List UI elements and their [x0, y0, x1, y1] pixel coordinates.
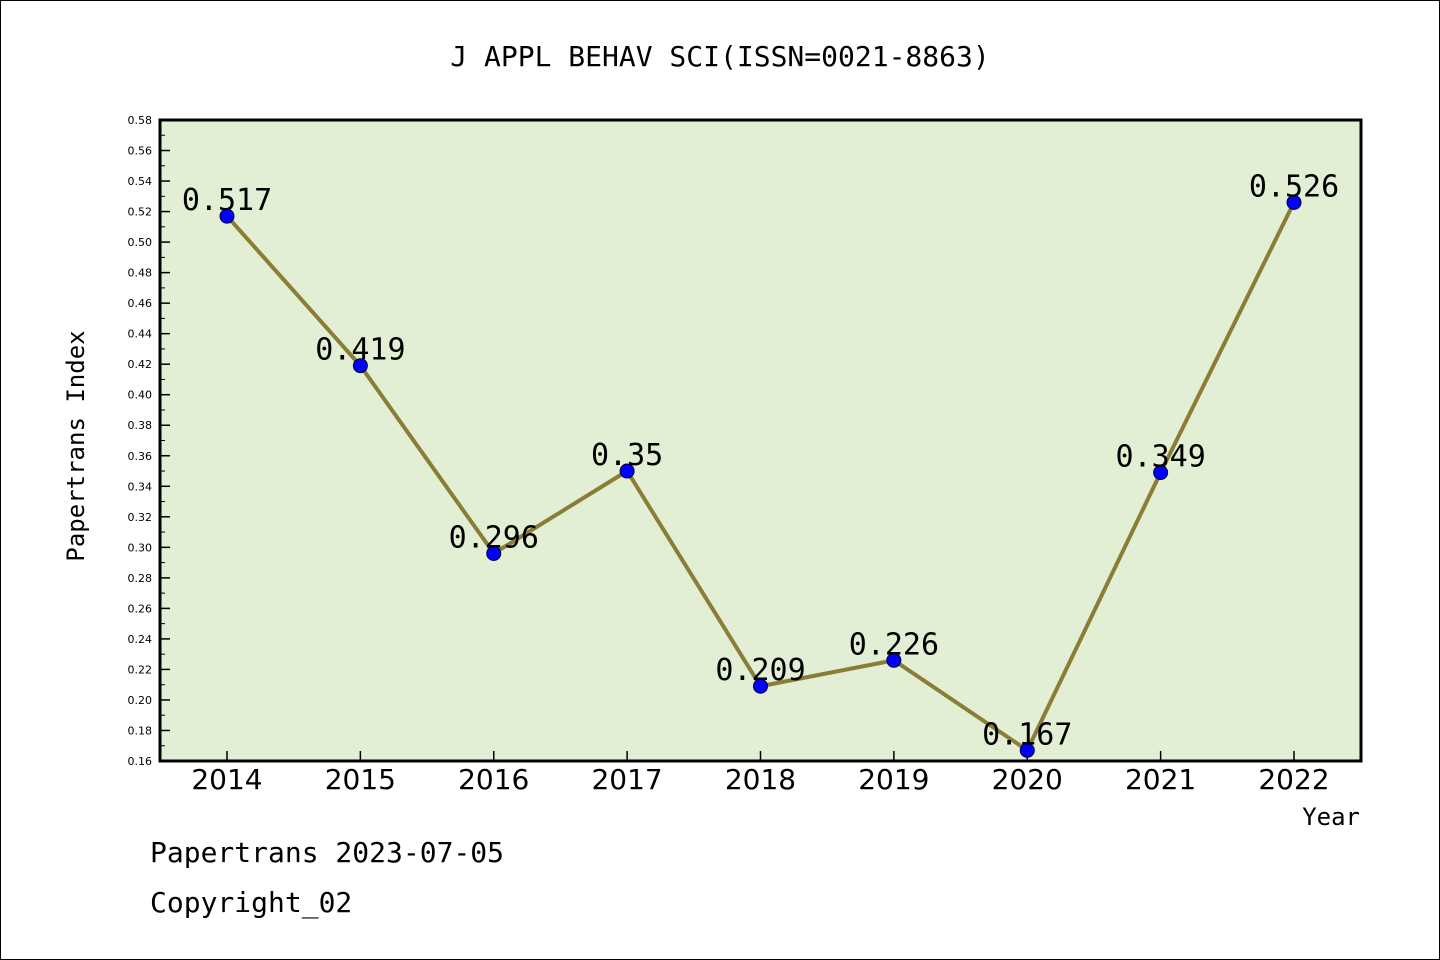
y-tick-label: 0.16 [128, 755, 153, 768]
data-point [219, 208, 235, 224]
x-tick-label: 2021 [1125, 763, 1196, 796]
x-axis-label: Year [1302, 803, 1360, 831]
y-tick-label: 0.54 [128, 175, 153, 188]
y-tick-label: 0.24 [128, 633, 153, 646]
x-tick-label: 2022 [1258, 763, 1329, 796]
y-tick-label: 0.42 [128, 358, 153, 371]
data-point [886, 652, 902, 668]
x-tick-label: 2014 [191, 763, 262, 796]
x-tick-label: 2020 [992, 763, 1063, 796]
x-tick-label: 2019 [858, 763, 929, 796]
data-point [1286, 194, 1302, 210]
y-tick-label: 0.34 [128, 480, 153, 493]
data-label: 0.226 [849, 627, 939, 662]
data-labels: 0.517 0.419 0.296 0.35 0.209 0.226 0.167 0.349 0… [182, 169, 1339, 752]
y-tick-label: 0.56 [128, 145, 153, 158]
data-point [352, 358, 368, 374]
plot-area [158, 118, 1363, 763]
series-markers [219, 194, 1302, 758]
data-label: 0.419 [315, 333, 405, 368]
y-tick-label: 0.52 [128, 206, 153, 219]
data-label: 0.209 [715, 653, 805, 688]
y-tick-label: 0.26 [128, 602, 153, 615]
data-point [1019, 742, 1035, 758]
y-tick-label: 0.22 [128, 663, 153, 676]
x-tick-label: 2015 [325, 763, 396, 796]
y-tick-label: 0.40 [128, 389, 153, 402]
y-tick-label: 0.28 [128, 572, 153, 585]
chart-title: J APPL BEHAV SCI(ISSN=0021-8863) [450, 40, 989, 73]
data-label: 0.296 [449, 520, 539, 555]
data-point [753, 678, 768, 694]
data-label: 0.349 [1115, 440, 1205, 475]
data-label: 0.167 [982, 717, 1072, 752]
x-tick-label: 2018 [725, 763, 796, 796]
y-tick-label: 0.48 [128, 267, 153, 280]
y-tick-label: 0.30 [128, 541, 153, 554]
data-point [486, 545, 502, 561]
y-tick-label: 0.46 [128, 297, 153, 310]
y-axis-label: Papertrans Index [62, 330, 90, 561]
y-tick-label: 0.20 [128, 694, 153, 707]
y-tick-label: 0.32 [128, 511, 153, 524]
data-label: 0.35 [591, 438, 663, 473]
y-tick-label: 0.58 [128, 114, 153, 127]
data-label: 0.517 [182, 183, 272, 218]
x-axis: 2014 2015 2016 2017 2018 2019 2020 2021 2022 [191, 751, 1330, 796]
y-tick-label: 0.50 [128, 236, 153, 249]
data-point [1153, 465, 1169, 481]
y-axis: 0.16 0.18 0.20 0.22 0.24 0.26 0.28 0.30 0.32 0.34… [128, 114, 170, 768]
data-point [619, 463, 635, 479]
x-tick-label: 2017 [591, 763, 662, 796]
y-tick-label: 0.38 [128, 419, 153, 432]
y-tick-label: 0.36 [128, 450, 153, 463]
y-tick-label: 0.18 [128, 724, 153, 737]
x-tick-label: 2016 [458, 763, 529, 796]
data-label: 0.526 [1249, 169, 1339, 204]
footer-copyright: Copyright_02 [150, 886, 353, 919]
y-tick-label: 0.44 [128, 328, 153, 341]
footer-date: Papertrans 2023-07-05 [150, 836, 505, 869]
